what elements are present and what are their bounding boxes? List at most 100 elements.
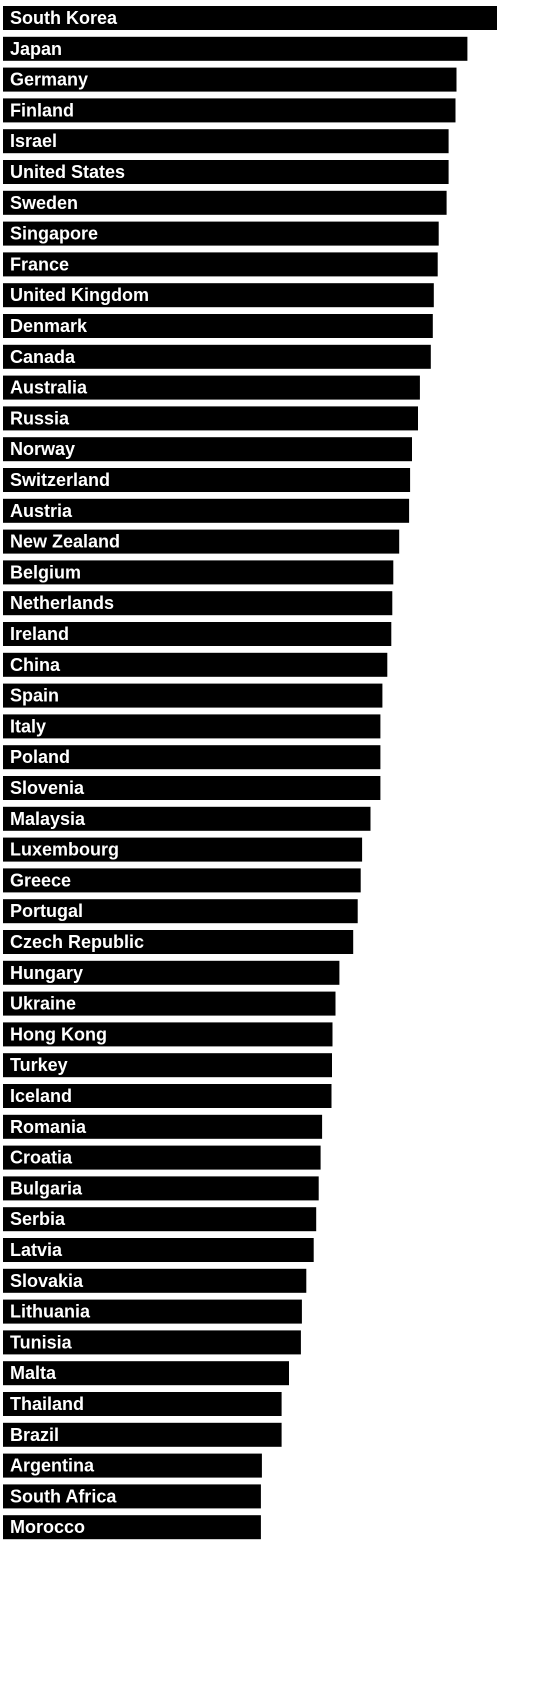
- bar-italy: [3, 714, 381, 739]
- bar-label-finland: Finland: [10, 100, 74, 120]
- bar-luxembourg: [3, 837, 363, 862]
- bar-slovenia: [3, 776, 381, 800]
- bar-serbia: [3, 1207, 317, 1232]
- bar-malta: [3, 1361, 289, 1386]
- bar-ukraine: [3, 991, 336, 1016]
- bar-label-luxembourg: Luxembourg: [10, 840, 119, 860]
- bar-label-france: France: [10, 254, 69, 274]
- bar-label-slovenia: Slovenia: [10, 778, 85, 798]
- bar-malaysia: [3, 806, 371, 831]
- bar-label-sweden: Sweden: [10, 193, 78, 213]
- bar-romania: [3, 1114, 323, 1139]
- bar-brazil: [3, 1422, 282, 1447]
- bar-label-norway: Norway: [10, 439, 75, 459]
- bar-label-hong-kong: Hong Kong: [10, 1024, 107, 1044]
- bar-label-germany: Germany: [10, 70, 88, 90]
- bar-label-italy: Italy: [10, 716, 46, 736]
- bar-label-china: China: [10, 655, 61, 675]
- bar-label-netherlands: Netherlands: [10, 593, 114, 613]
- bar-lithuania: [3, 1299, 302, 1324]
- bar-finland: [3, 98, 456, 123]
- bar-turkey: [3, 1053, 332, 1078]
- bar-hungary: [3, 960, 340, 985]
- bar-label-united-kingdom: United Kingdom: [10, 285, 149, 305]
- bars-group: South Korea Japan Germany Finland Israel Unit…: [3, 6, 497, 1540]
- bar-ireland: [3, 622, 392, 646]
- bar-label-serbia: Serbia: [10, 1209, 66, 1229]
- bar-slovakia: [3, 1268, 307, 1293]
- bar-denmark: [3, 314, 433, 338]
- bar-netherlands: [3, 591, 393, 616]
- bar-belgium: [3, 560, 394, 585]
- bar-label-bulgaria: Bulgaria: [10, 1178, 83, 1198]
- bar-bulgaria: [3, 1176, 319, 1201]
- bar-china: [3, 652, 388, 677]
- bar-label-greece: Greece: [10, 870, 71, 890]
- bar-latvia: [3, 1238, 314, 1262]
- bar-label-romania: Romania: [10, 1117, 87, 1137]
- bar-poland: [3, 745, 381, 770]
- bar-sweden: [3, 190, 447, 215]
- bar-label-australia: Australia: [10, 378, 88, 398]
- bar-australia: [3, 375, 420, 400]
- bar-greece: [3, 868, 361, 893]
- bar-norway: [3, 437, 412, 462]
- bar-portugal: [3, 899, 358, 924]
- bar-label-lithuania: Lithuania: [10, 1302, 91, 1322]
- bar-france: [3, 252, 438, 277]
- bar-label-canada: Canada: [10, 347, 76, 367]
- bar-label-ukraine: Ukraine: [10, 994, 76, 1014]
- bar-label-morocco: Morocco: [10, 1517, 85, 1537]
- bar-label-switzerland: Switzerland: [10, 470, 110, 490]
- bar-united-kingdom: [3, 283, 434, 308]
- bar-germany: [3, 67, 457, 92]
- bar-canada: [3, 344, 431, 369]
- bar-label-malta: Malta: [10, 1363, 57, 1383]
- bar-label-croatia: Croatia: [10, 1148, 73, 1168]
- bar-hong-kong: [3, 1022, 333, 1047]
- bar-label-slovakia: Slovakia: [10, 1271, 84, 1291]
- bar-south-africa: [3, 1484, 261, 1509]
- bar-new-zealand: [3, 529, 400, 554]
- bar-label-south-africa: South Africa: [10, 1486, 117, 1506]
- bar-singapore: [3, 221, 439, 246]
- bar-japan: [3, 36, 468, 61]
- bar-label-argentina: Argentina: [10, 1456, 95, 1476]
- bar-label-denmark: Denmark: [10, 316, 88, 336]
- bar-austria: [3, 498, 410, 523]
- bar-label-south-korea: South Korea: [10, 8, 118, 28]
- bar-label-ireland: Ireland: [10, 624, 69, 644]
- bar-united-states: [3, 160, 449, 184]
- bar-label-spain: Spain: [10, 686, 59, 706]
- bar-label-israel: Israel: [10, 131, 57, 151]
- bar-south-korea: [3, 6, 497, 30]
- bar-label-belgium: Belgium: [10, 562, 81, 582]
- bar-label-hungary: Hungary: [10, 963, 83, 983]
- bar-label-singapore: Singapore: [10, 224, 98, 244]
- bar-label-czech-republic: Czech Republic: [10, 932, 144, 952]
- bar-tunisia: [3, 1330, 301, 1355]
- bar-label-thailand: Thailand: [10, 1394, 84, 1414]
- bar-label-turkey: Turkey: [10, 1055, 68, 1075]
- bar-label-tunisia: Tunisia: [10, 1332, 73, 1352]
- bar-russia: [3, 406, 418, 431]
- bar-switzerland: [3, 468, 411, 492]
- bar-argentina: [3, 1453, 262, 1478]
- bar-label-russia: Russia: [10, 408, 70, 428]
- bar-label-portugal: Portugal: [10, 901, 83, 921]
- bar-morocco: [3, 1515, 261, 1540]
- bar-label-iceland: Iceland: [10, 1086, 72, 1106]
- bar-iceland: [3, 1084, 332, 1108]
- bar-spain: [3, 683, 383, 708]
- bar-label-united-states: United States: [10, 162, 125, 182]
- bar-label-latvia: Latvia: [10, 1240, 63, 1260]
- bar-thailand: [3, 1392, 282, 1416]
- bar-czech-republic: [3, 930, 354, 954]
- bar-label-new-zealand: New Zealand: [10, 532, 120, 552]
- bar-israel: [3, 129, 449, 154]
- bar-croatia: [3, 1145, 321, 1170]
- bar-label-japan: Japan: [10, 39, 62, 59]
- bar-label-malaysia: Malaysia: [10, 809, 86, 829]
- bar-label-brazil: Brazil: [10, 1425, 59, 1445]
